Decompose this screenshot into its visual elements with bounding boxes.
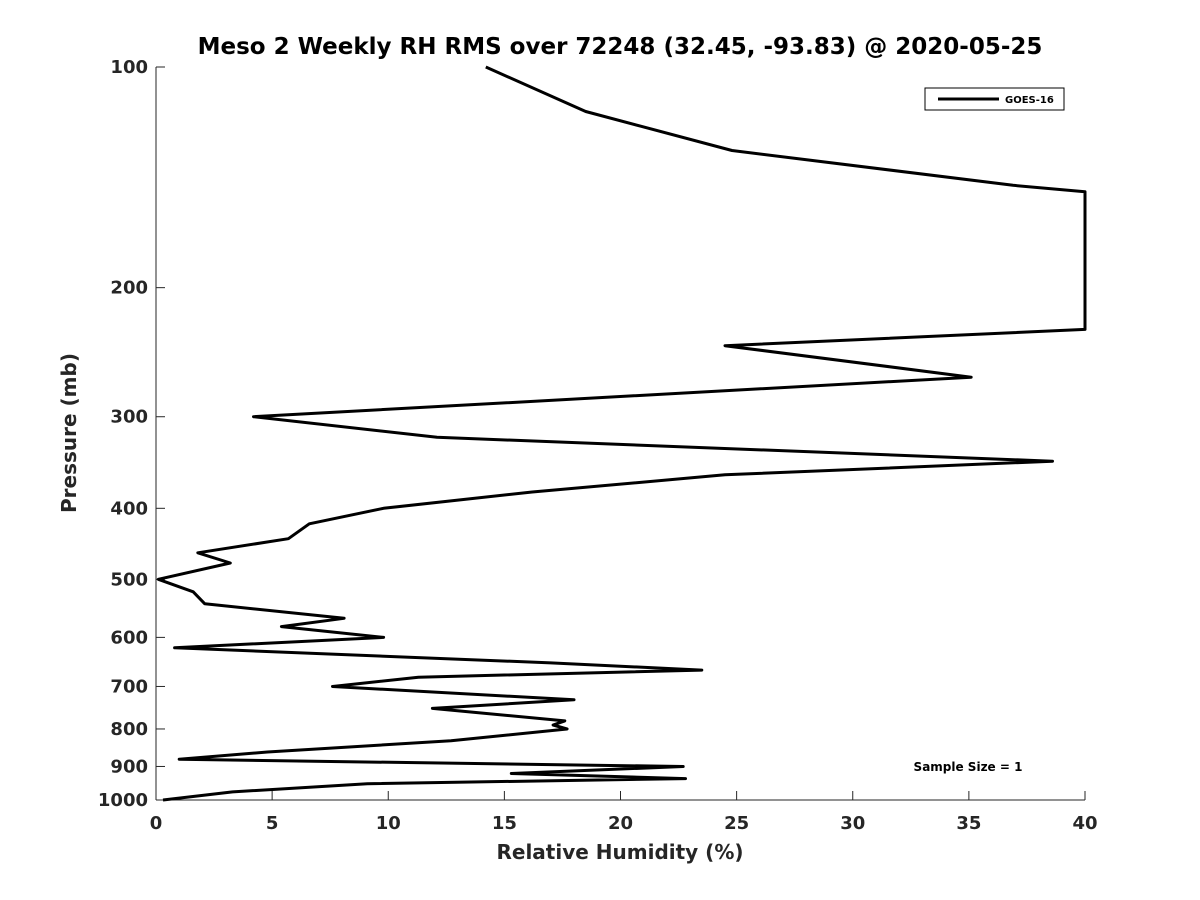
y-tick-label: 1000 <box>98 790 148 811</box>
x-tick-label: 5 <box>266 813 279 834</box>
x-tick-label: 35 <box>956 813 981 834</box>
x-axis-label: Relative Humidity (%) <box>496 840 743 864</box>
chart-title: Meso 2 Weekly RH RMS over 72248 (32.45, … <box>198 34 1043 60</box>
x-tick-label: 30 <box>840 813 865 834</box>
x-tick-label: 20 <box>608 813 633 834</box>
sample-size-annotation: Sample Size = 1 <box>914 760 1023 774</box>
series-layer <box>156 65 1087 802</box>
y-tick-label: 800 <box>110 719 148 740</box>
legend: GOES-16 <box>924 87 1065 111</box>
y-axis-label: Pressure (mb) <box>57 353 81 513</box>
y-tick-label: 300 <box>110 407 148 428</box>
x-tick-label: 0 <box>150 813 163 834</box>
y-tick-label: 900 <box>110 756 148 777</box>
x-tick-label: 10 <box>376 813 401 834</box>
x-tick-label: 40 <box>1072 813 1097 834</box>
x-tick-label: 15 <box>492 813 517 834</box>
plot-axes: 0 5 10 15 20 25 30 35 40 100 200 300 400 500 600 700 800… <box>98 57 1098 834</box>
y-tick-label: 600 <box>110 627 148 648</box>
series-line-goes-16 <box>156 65 1087 802</box>
x-tick-label: 25 <box>724 813 749 834</box>
y-tick-label: 100 <box>110 57 148 78</box>
y-tick-label: 200 <box>110 278 148 299</box>
y-tick-label: 700 <box>110 676 148 697</box>
y-tick-label: 500 <box>110 569 148 590</box>
y-tick-label: 400 <box>110 498 148 519</box>
legend-label-goes-16: GOES-16 <box>1005 95 1054 106</box>
